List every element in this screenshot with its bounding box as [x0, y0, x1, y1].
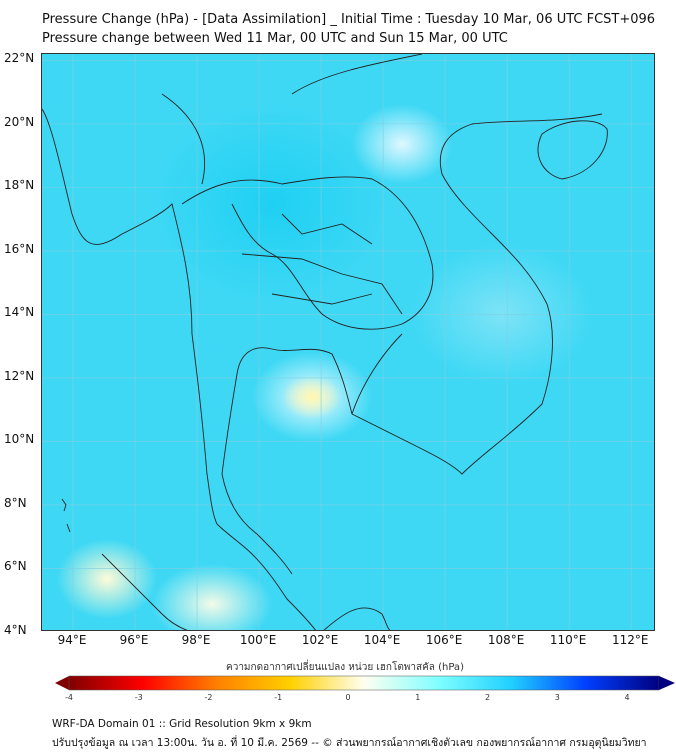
lat-label: 4°N: [4, 623, 27, 637]
colorbar-tick-label: -3: [134, 693, 143, 702]
colorbar-label: ความกดอากาศเปลี่ยนแปลง หน่วย เฮกโตพาสคัล…: [226, 662, 464, 673]
title-line-2: Pressure change between Wed 11 Mar, 00 U…: [42, 31, 508, 46]
colorbar-gradient: [68, 675, 660, 691]
colorbar-tick-label: 4: [624, 693, 630, 702]
title-line-1: Pressure Change (hPa) - [Data Assimilati…: [42, 12, 656, 27]
coastline-overlay: [42, 54, 654, 630]
lon-label: 110°E: [549, 633, 587, 647]
lat-label: 16°N: [4, 241, 35, 256]
pressure-change-map: [41, 53, 655, 631]
lat-label: 14°N: [4, 305, 35, 320]
lat-label: 6°N: [4, 559, 27, 574]
footer-line-1: WRF-DA Domain 01 :: Grid Resolution 9km …: [52, 718, 312, 730]
colorbar-tick-label: -4: [65, 693, 73, 702]
lon-label: 94°E: [57, 633, 87, 647]
coastlines-borders: [42, 54, 608, 630]
lon-label: 104°E: [363, 633, 401, 647]
lon-label: 112°E: [611, 633, 649, 647]
lon-label: 108°E: [487, 633, 525, 647]
colorbar-tick-label: 1: [415, 693, 421, 702]
lat-label: 20°N: [4, 114, 35, 129]
colorbar-max-arrow: [659, 676, 675, 690]
colorbar-tick-label: 2: [484, 693, 491, 702]
colorbar-tick-label: -1: [274, 693, 283, 702]
lon-label: 96°E: [119, 633, 149, 647]
lat-label: 12°N: [4, 368, 35, 383]
lon-label: 98°E: [181, 633, 211, 647]
colorbar-tick-label: 3: [554, 693, 560, 702]
colorbar: [55, 675, 675, 691]
lon-label: 100°E: [239, 633, 277, 647]
colorbar-tick-label: -2: [204, 693, 213, 702]
colorbar-tick-label: 0: [345, 693, 351, 702]
footer-line-2: ปรับปรุงข้อมูล ณ เวลา 13:00น. วัน อ. ที่…: [52, 737, 647, 749]
lat-label: 22°N: [4, 51, 35, 66]
lat-label: 18°N: [4, 178, 35, 193]
lat-label: 10°N: [4, 432, 35, 447]
lon-label: 102°E: [301, 633, 339, 647]
lat-label: 8°N: [4, 495, 27, 510]
lon-label: 106°E: [425, 633, 463, 647]
colorbar-min-arrow: [55, 676, 69, 690]
